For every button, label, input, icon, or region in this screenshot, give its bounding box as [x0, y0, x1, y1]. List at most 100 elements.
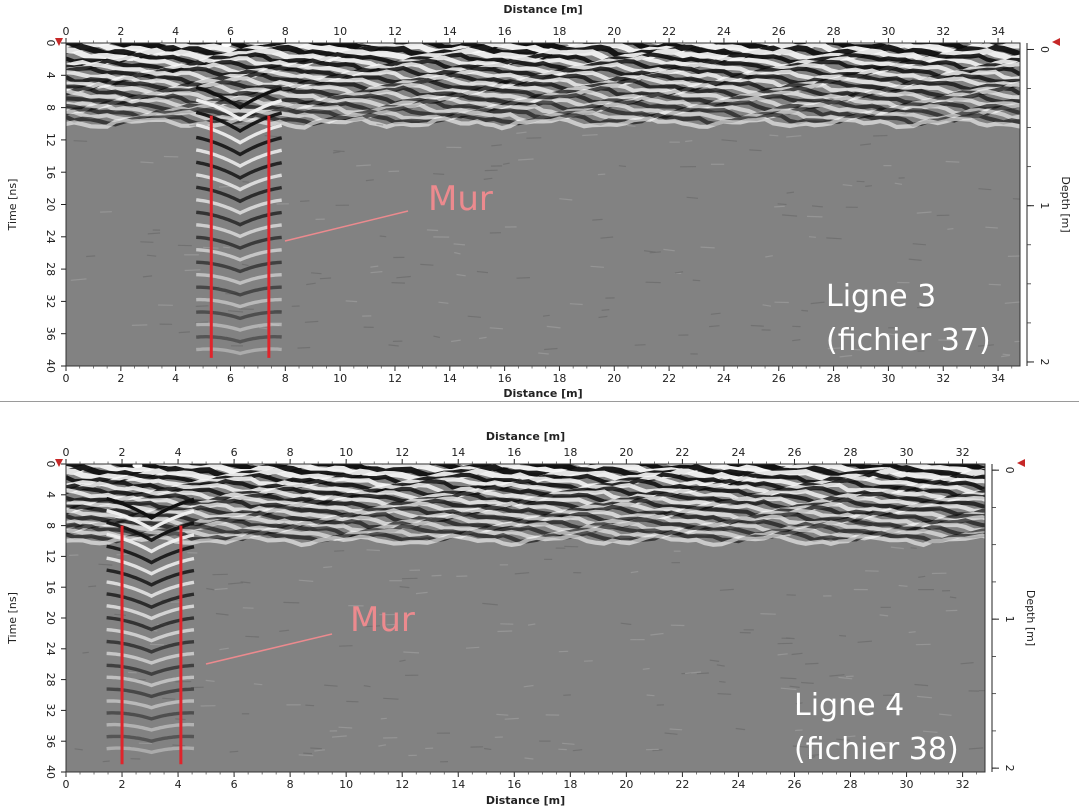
texture-streak: [516, 131, 527, 134]
y-tick-label: 40: [44, 359, 57, 373]
x-tick-label-bottom: 0: [63, 372, 70, 385]
texture-streak: [780, 687, 797, 691]
x-tick-label-bottom: 24: [731, 778, 745, 791]
texture-streak: [630, 570, 639, 574]
reflection-band: [66, 523, 985, 538]
texture-streak: [908, 258, 922, 261]
x-tick-label-bottom: 26: [772, 372, 786, 385]
texture-streak: [297, 346, 311, 349]
texture-streak: [945, 160, 960, 163]
texture-streak: [391, 282, 406, 284]
texture-streak: [324, 684, 338, 687]
x-tick-label-top: 16: [498, 25, 512, 38]
texture-streak: [482, 602, 498, 606]
reflection-band: [66, 102, 1020, 117]
y-tick-label: 16: [44, 580, 57, 594]
texture-streak: [146, 254, 157, 257]
x-tick-label-top: 18: [563, 446, 577, 459]
y-tick-label: 4: [44, 72, 57, 79]
texture-streak: [769, 134, 779, 137]
profile-label-line-2: (fichier 38): [794, 732, 959, 767]
x-tick-label-bottom: 34: [991, 372, 1005, 385]
texture-streak: [652, 749, 663, 752]
y-axis-title: Time [ns]: [6, 592, 19, 645]
x-tick-label-top: 30: [881, 25, 895, 38]
texture-streak: [514, 572, 530, 575]
texture-streak: [483, 177, 493, 180]
texture-streak: [572, 749, 583, 752]
texture-streak: [674, 271, 684, 274]
texture-streak: [646, 694, 655, 697]
reflection-band: [66, 61, 1020, 77]
texture-streak: [70, 278, 87, 281]
x-tick-label-top: 28: [844, 446, 858, 459]
texture-streak: [140, 241, 154, 243]
texture-streak: [426, 229, 439, 232]
texture-streak: [314, 749, 325, 752]
texture-streak: [865, 185, 872, 187]
annotation-pointer: [205, 633, 333, 665]
texture-streak: [523, 684, 534, 688]
reflection-band: [71, 43, 1010, 47]
texture-streak: [242, 181, 250, 183]
texture-streak: [810, 301, 825, 305]
x-tick-label-top: 6: [227, 25, 234, 38]
radargram-ligne-4: 0022446688101012121414161618182020222224…: [6, 430, 1037, 807]
texture-streak: [696, 672, 709, 675]
texture-streak: [590, 265, 605, 268]
y-tick-label: 12: [44, 133, 57, 147]
wall-hyperbola: [106, 497, 195, 520]
texture-streak: [1004, 301, 1020, 304]
y-tick-label: 8: [44, 104, 57, 111]
y-tick-label: 24: [44, 230, 57, 244]
texture-streak: [114, 613, 126, 616]
reflection-band: [66, 504, 985, 518]
depth-axis-title: Depth [m]: [1059, 176, 1072, 232]
texture-streak: [467, 315, 481, 318]
texture-streak: [792, 745, 808, 748]
x-tick-label-top: 16: [507, 446, 521, 459]
texture-streak: [376, 123, 384, 126]
x-tick-label-top: 24: [731, 446, 745, 459]
x-tick-label-bottom: 30: [881, 372, 895, 385]
texture-streak: [331, 735, 347, 738]
x-tick-label-top: 26: [772, 25, 786, 38]
y-tick-label: 32: [44, 703, 57, 717]
x-tick-label-top: 2: [117, 25, 124, 38]
texture-streak: [502, 162, 510, 165]
texture-streak: [826, 237, 842, 240]
texture-streak: [378, 744, 387, 747]
texture-streak: [399, 586, 410, 589]
texture-streak: [985, 226, 998, 229]
texture-streak: [914, 683, 929, 687]
x-tick-label-top: 0: [63, 25, 70, 38]
x-tick-label-bottom: 0: [63, 778, 70, 791]
texture-streak: [438, 301, 449, 304]
x-tick-label-top: 20: [607, 25, 621, 38]
texture-streak: [685, 671, 702, 675]
texture-streak: [451, 339, 461, 343]
wall-hyperbola: [195, 85, 283, 110]
x-tick-label-top: 10: [333, 25, 347, 38]
texture-streak: [518, 158, 534, 161]
texture-streak: [270, 323, 280, 327]
depth-tick-label: 2: [1003, 765, 1016, 772]
x-tick-label-bottom: 6: [231, 778, 238, 791]
texture-streak: [497, 630, 513, 633]
x-tick-label-bottom: 26: [787, 778, 801, 791]
texture-streak: [721, 139, 738, 142]
y-tick-label: 28: [44, 673, 57, 687]
x-axis-title-bottom: Distance [m]: [486, 794, 565, 807]
texture-streak: [898, 584, 908, 587]
texture-streak: [710, 312, 721, 315]
texture-streak: [597, 173, 606, 176]
y-tick-label: 32: [44, 294, 57, 308]
x-tick-label-top: 8: [287, 446, 294, 459]
x-tick-label-bottom: 2: [119, 778, 126, 791]
texture-streak: [489, 327, 503, 330]
texture-streak: [774, 205, 785, 208]
texture-streak: [298, 579, 314, 582]
texture-streak: [978, 344, 994, 347]
texture-streak: [827, 347, 841, 350]
texture-streak: [600, 236, 614, 239]
